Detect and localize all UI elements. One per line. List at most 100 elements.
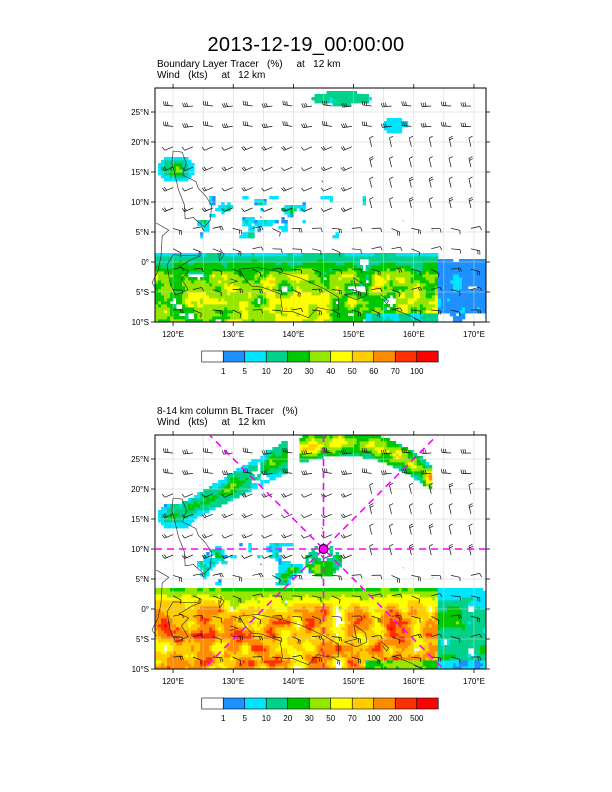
x-tick-label: 140°E <box>282 677 304 686</box>
wind-barb <box>451 614 462 619</box>
wind-barb <box>431 593 443 598</box>
x-tick-label: 140°E <box>282 330 304 339</box>
colorbar-box <box>351 697 375 710</box>
colorbar-label: 20 <box>283 714 292 723</box>
wind-barb <box>389 482 394 494</box>
wind-barb <box>468 197 474 209</box>
wind-barb <box>391 307 403 312</box>
wind-barb <box>172 575 183 582</box>
wind-barb <box>322 121 332 127</box>
coastline-10 <box>321 527 324 530</box>
y-tick-label: 10°N <box>131 198 149 207</box>
wind-barb <box>241 166 253 172</box>
wind-barb <box>182 102 193 108</box>
wind-barbs <box>162 447 482 666</box>
coastline-6 <box>392 308 423 323</box>
wind-barb <box>281 493 293 498</box>
wind-barb <box>440 448 452 454</box>
wind-barb <box>351 248 362 254</box>
wind-barb <box>261 207 273 212</box>
colorbar-label: 70 <box>348 714 357 723</box>
wind-barb <box>380 102 392 108</box>
coastlines <box>151 497 433 670</box>
wind-barb <box>448 156 453 168</box>
tracer-field <box>155 91 486 322</box>
wind-barb <box>301 123 313 129</box>
wind-barb <box>340 207 352 212</box>
wind-barb <box>272 656 283 662</box>
wind-barb <box>242 447 253 454</box>
wind-barb <box>252 615 262 624</box>
wind-barb <box>252 309 264 314</box>
wind-barb <box>292 268 303 275</box>
coastline-2 <box>239 614 339 666</box>
wind-barb <box>331 309 341 319</box>
colorbar-label: 30 <box>305 714 314 723</box>
coastline-8 <box>229 278 239 284</box>
wind-barb <box>221 166 233 172</box>
wind-barb <box>172 228 183 235</box>
colorbar-box <box>244 697 267 710</box>
colorbar-box <box>287 350 310 363</box>
wind-barb <box>282 468 293 474</box>
wind-barb <box>232 615 242 624</box>
colorbar-box <box>351 350 375 363</box>
wind-barb <box>391 268 403 273</box>
colorbar-label: 70 <box>391 367 400 376</box>
wind-barb <box>428 544 433 556</box>
colorbar-box <box>373 350 396 363</box>
storm-center-marker <box>318 544 329 554</box>
wind-barb <box>331 595 341 604</box>
colorbar-label: 500 <box>410 714 424 723</box>
wind-barb <box>192 226 204 231</box>
wind-barb <box>411 595 420 604</box>
wind-barb <box>241 533 253 539</box>
wind-barb <box>202 447 213 454</box>
wind-barb <box>192 267 204 273</box>
wind-barb <box>331 289 342 295</box>
graticule <box>155 88 486 323</box>
wind-barb <box>391 636 401 644</box>
tick-marks <box>151 84 490 326</box>
wind-barb <box>448 176 453 188</box>
wind-barb <box>389 523 394 535</box>
wind-barb <box>369 523 374 535</box>
y-tick-label: 25°N <box>131 108 149 117</box>
wind-barb <box>252 636 263 641</box>
wind-barb <box>181 513 194 519</box>
coastlines <box>151 150 433 323</box>
colorbar-label: 5 <box>243 367 248 376</box>
wind-barb <box>292 307 304 313</box>
wind-barb <box>202 468 213 474</box>
wind-barb <box>292 595 303 601</box>
wind-barb <box>221 207 233 212</box>
colorbar-label: 60 <box>369 367 378 376</box>
wind-barb <box>281 513 293 519</box>
wind-barb <box>252 656 264 661</box>
wind-barb <box>221 146 233 151</box>
wind-barb <box>201 533 213 539</box>
wind-barb <box>261 449 273 455</box>
x-tick-label: 120°E <box>162 677 184 686</box>
x-tick-label: 150°E <box>343 330 365 339</box>
wind-barb <box>451 267 462 272</box>
wind-barb <box>361 468 372 474</box>
coastline-5 <box>380 294 389 305</box>
wind-barb <box>470 309 482 314</box>
coastline-9 <box>260 563 262 566</box>
wind-barb <box>448 482 454 494</box>
wind-barb <box>181 187 194 192</box>
wind-barb <box>451 636 461 643</box>
wind-barb <box>431 286 443 291</box>
wind-barb <box>301 470 313 476</box>
wind-barb <box>173 655 184 661</box>
wind-barb <box>431 268 440 278</box>
wind-barb <box>431 309 442 315</box>
wind-barb <box>389 544 394 556</box>
wind-barb <box>391 654 403 659</box>
wind-barb <box>371 246 383 251</box>
wind-barb <box>468 176 473 188</box>
wind-barb <box>292 248 303 254</box>
wind-barb <box>301 449 313 455</box>
wind-barb <box>182 470 193 475</box>
